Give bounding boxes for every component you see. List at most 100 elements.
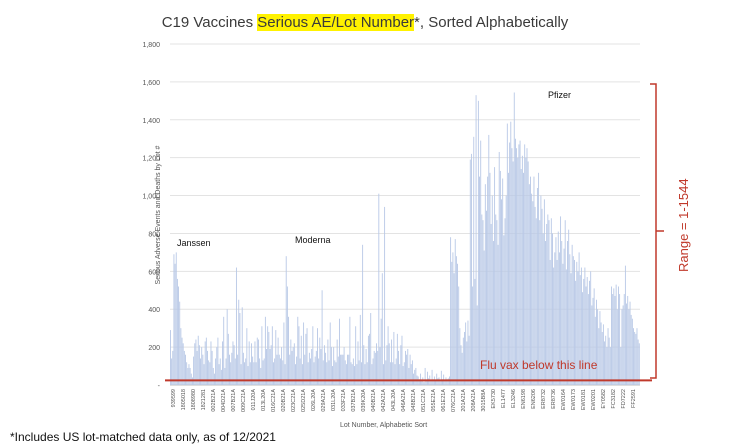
- bar: [249, 362, 251, 385]
- bar: [333, 347, 335, 385]
- y-tick-label: 1,000: [142, 194, 160, 201]
- bar: [328, 360, 330, 385]
- bar: [208, 360, 210, 385]
- bar: [626, 303, 628, 385]
- bar: [377, 350, 379, 385]
- bar: [385, 360, 387, 385]
- x-tick-label: FD7222: [621, 389, 627, 409]
- bar: [282, 360, 284, 385]
- bar: [194, 343, 196, 385]
- bar: [582, 292, 584, 385]
- bar: [254, 341, 256, 385]
- bar: [237, 354, 239, 385]
- bar: [171, 358, 173, 385]
- bar: [271, 326, 273, 385]
- x-tick-label: EW0181: [581, 389, 587, 410]
- bar: [597, 309, 599, 385]
- bar: [424, 367, 426, 385]
- bar: [547, 214, 549, 385]
- bar: [339, 318, 340, 385]
- bar: [257, 339, 259, 385]
- bar: [528, 184, 530, 385]
- x-tick-label: 055E21A: [431, 389, 437, 412]
- bar: [474, 278, 476, 385]
- x-tick-label: 051C21A: [421, 389, 427, 412]
- range-bracket: [650, 83, 657, 379]
- bar: [291, 350, 293, 385]
- bar: [406, 354, 408, 385]
- bar: [357, 341, 359, 385]
- bar: [270, 345, 272, 385]
- bar: [273, 362, 274, 385]
- bar: [563, 248, 565, 385]
- bar: [389, 362, 391, 385]
- bar: [636, 328, 638, 385]
- bar: [594, 316, 596, 385]
- bar: [276, 354, 278, 385]
- bar: [436, 373, 438, 385]
- bar: [318, 358, 320, 385]
- bar: [481, 214, 483, 385]
- bar: [470, 153, 472, 385]
- bar: [451, 261, 453, 385]
- bar: [504, 218, 506, 385]
- bar: [423, 382, 425, 385]
- bar: [401, 335, 403, 385]
- x-tick-label: 037B21A: [351, 389, 357, 412]
- bar: [614, 295, 616, 385]
- bar: [615, 284, 617, 385]
- bar: [442, 379, 443, 385]
- x-axis-title: Lot Number, Alphabetic Sort: [340, 422, 428, 429]
- bar: [503, 235, 505, 385]
- bar: [420, 373, 421, 385]
- bar: [631, 318, 633, 385]
- bar: [182, 343, 184, 385]
- bar: [398, 350, 399, 385]
- bar: [381, 273, 383, 385]
- bar: [342, 354, 344, 385]
- bar: [364, 364, 366, 385]
- bar: [256, 337, 258, 385]
- x-tick-label: EW0201: [591, 389, 597, 410]
- bar: [392, 362, 394, 385]
- bar: [399, 364, 401, 385]
- bar: [348, 354, 350, 385]
- bar: [222, 341, 223, 385]
- bar: [498, 151, 500, 385]
- bar: [453, 273, 455, 385]
- bar: [344, 360, 346, 385]
- x-tick-label: 002B21A: [211, 389, 217, 412]
- bar: [534, 206, 536, 385]
- bar: [427, 371, 428, 385]
- bar: [374, 352, 376, 385]
- x-tick-label: EL3246: [511, 389, 517, 408]
- bar: [185, 354, 186, 385]
- bar: [266, 349, 267, 385]
- bar: [514, 138, 516, 385]
- bar: [396, 333, 398, 385]
- bar: [259, 358, 261, 385]
- bar: [516, 148, 518, 385]
- bar: [187, 367, 189, 385]
- bar: [373, 350, 375, 385]
- bar: [311, 349, 313, 385]
- bar: [564, 220, 566, 385]
- bar: [561, 241, 563, 385]
- bar: [444, 380, 446, 385]
- bar: [490, 223, 492, 385]
- bar: [378, 193, 380, 385]
- bar: [520, 169, 522, 385]
- bar: [484, 184, 486, 385]
- x-tick-label: 025D21A: [301, 389, 307, 412]
- bar: [499, 170, 501, 385]
- bar: [288, 316, 289, 385]
- bar: [630, 314, 632, 385]
- bar: [495, 214, 497, 385]
- bar: [472, 286, 474, 385]
- bar: [383, 364, 384, 385]
- bar: [295, 364, 296, 385]
- bar: [345, 364, 347, 385]
- bar: [505, 195, 507, 385]
- bar: [176, 278, 178, 385]
- footnote: *Includes US lot-matched data only, as o…: [10, 430, 276, 444]
